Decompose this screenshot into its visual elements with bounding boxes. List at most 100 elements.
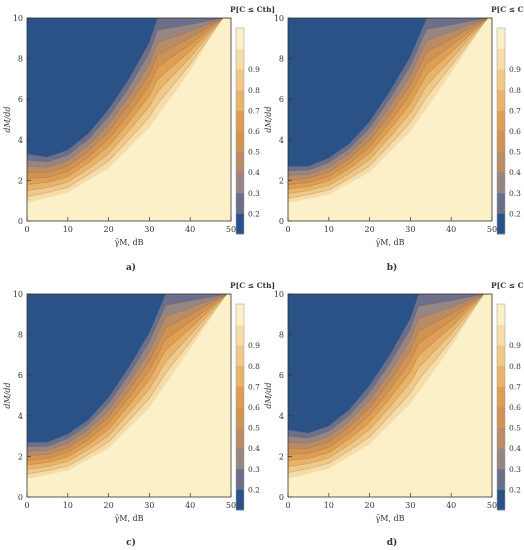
x-axis-label: γ̄M, dB: [375, 514, 404, 523]
colorbar-swatch: [497, 407, 505, 428]
x-tick-label: 40: [446, 225, 456, 234]
colorbar-swatch: [497, 324, 505, 346]
colorbar-swatch: [497, 89, 505, 111]
x-tick-label: 0: [24, 225, 29, 234]
contour-line-5: [288, 294, 492, 449]
x-tick-label: 40: [446, 501, 456, 510]
x-tick-label: 10: [324, 501, 334, 510]
contour-line-4: [288, 294, 492, 455]
y-tick-label: 6: [279, 371, 284, 380]
contour-band-9: [27, 294, 231, 443]
y-tick-label: 10: [274, 14, 284, 23]
y-tick-label: 4: [279, 136, 284, 145]
colorbar-frame: [235, 303, 245, 511]
colorbar-swatch: [497, 386, 505, 408]
x-tick-label: 50: [487, 225, 497, 234]
colorbar-swatch: [497, 489, 505, 511]
y-tick-label: 0: [279, 493, 284, 502]
plot-area: [27, 18, 231, 221]
colorbar-tick-label: 0.8: [248, 86, 260, 95]
x-tick-label: 0: [285, 225, 290, 234]
colorbar-tick-label: 0.6: [248, 127, 260, 136]
colorbar-swatch: [236, 110, 244, 132]
contour-line-7: [288, 294, 492, 439]
colorbar-swatch: [236, 28, 244, 49]
contour-line-1: [288, 294, 492, 473]
colorbar-title: P[C ≤ Cth]: [491, 281, 524, 290]
contour-band-9: [288, 18, 492, 167]
colorbar-swatch: [236, 448, 244, 470]
x-tick-label: 50: [487, 501, 497, 510]
x-tick-label: 0: [24, 501, 29, 510]
colorbar-swatch: [497, 48, 505, 70]
colorbar-swatch: [236, 213, 244, 235]
contour-line-1: [288, 18, 492, 199]
colorbar-tick-label: 0.3: [248, 465, 260, 474]
plot-area: [27, 294, 231, 497]
y-tick-label: 2: [279, 176, 284, 185]
y-axis-label: dM/dd: [264, 106, 273, 132]
colorbar-tick-label: 0.3: [248, 189, 260, 198]
colorbar: 0.2 0.3 0.4 0.5 0.6 0.7 0.8 0.9 P[C ≤ Cth]: [491, 281, 524, 511]
y-tick-label: 10: [274, 290, 284, 299]
contour-line-6: [27, 18, 231, 168]
axes-frame: [287, 293, 493, 498]
colorbar-swatch: [236, 427, 244, 449]
x-tick-label: 30: [144, 501, 154, 510]
colorbar-tick-label: 0.4: [509, 168, 521, 177]
y-axis-label: dM/dd: [3, 382, 12, 408]
colorbar: 0.2 0.3 0.4 0.5 0.6 0.7 0.8 0.9 P[C ≤ Cth]: [491, 5, 524, 235]
y-tick-label: 10: [13, 290, 23, 299]
colorbar-tick-label: 0.8: [248, 362, 260, 371]
colorbar: 0.2 0.3 0.4 0.5 0.6 0.7 0.8 0.9 P[C ≤ Cth]: [230, 281, 275, 511]
x-tick-label: 10: [63, 225, 73, 234]
contour-line-5: [288, 18, 492, 181]
colorbar-swatch: [497, 345, 505, 367]
contour-line-2: [27, 18, 231, 191]
panel-label: a): [126, 262, 136, 273]
colorbar-swatch: [497, 365, 505, 387]
x-tick-label: 40: [185, 501, 195, 510]
contour-line-6: [27, 294, 231, 452]
panel-label: c): [126, 537, 136, 548]
colorbar-tick-label: 0.6: [248, 403, 260, 412]
colorbar-swatch: [497, 468, 505, 490]
colorbar-swatch: [497, 172, 505, 194]
colorbar-tick-label: 0.9: [509, 65, 521, 74]
x-axis-label: γ̄M, dB: [375, 238, 404, 247]
colorbar-tick-label: 0.5: [509, 424, 521, 433]
contour-line-3: [27, 294, 231, 466]
colorbar-tick-label: 0.5: [248, 148, 260, 157]
colorbar-swatch: [497, 110, 505, 132]
contour-line-6: [288, 18, 492, 176]
colorbar-swatch: [236, 151, 244, 173]
colorbar-tick-label: 0.7: [509, 106, 521, 115]
y-tick-label: 8: [279, 331, 284, 340]
contour-line-4: [288, 18, 492, 185]
contour-line-7: [288, 18, 492, 172]
y-tick-label: 2: [18, 176, 23, 185]
x-tick-label: 10: [63, 501, 73, 510]
contour-line-4: [27, 18, 231, 179]
x-axis-label: γ̄M, dB: [114, 238, 143, 247]
colorbar-tick-label: 0.5: [509, 148, 521, 157]
colorbar-tick-label: 0.6: [509, 403, 521, 412]
contour-line-1: [27, 18, 231, 197]
x-tick-label: 20: [104, 501, 114, 510]
colorbar-swatch: [497, 69, 505, 91]
colorbar-tick-label: 0.2: [248, 209, 260, 218]
colorbar-tick-label: 0.2: [248, 485, 260, 494]
colorbar-swatch: [236, 304, 244, 325]
colorbar-tick-label: 0.4: [248, 168, 260, 177]
contour-line-2: [288, 294, 492, 467]
colorbar-swatch: [497, 151, 505, 173]
x-tick-label: 30: [405, 501, 415, 510]
contour-band-9: [288, 294, 492, 434]
contour-line-1: [27, 294, 231, 475]
colorbar-title: P[C ≤ Cth]: [230, 281, 275, 290]
axes-frame: [26, 293, 232, 498]
contour-line-3: [27, 18, 231, 185]
colorbar-swatch: [236, 345, 244, 367]
